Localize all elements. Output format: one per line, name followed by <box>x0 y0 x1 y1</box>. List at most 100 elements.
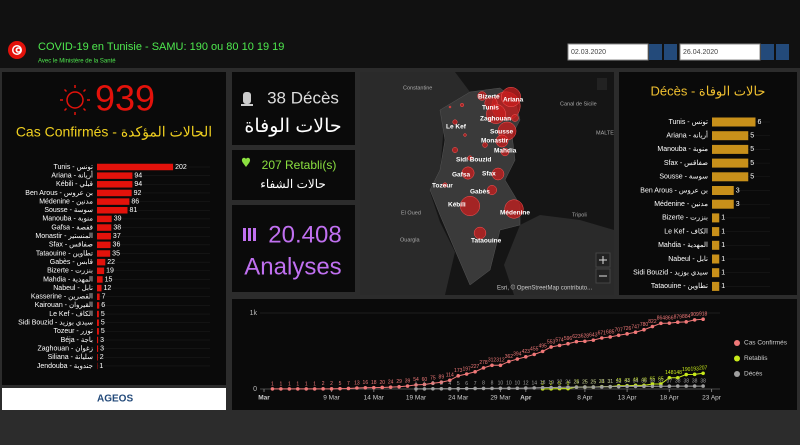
legend-marker <box>734 355 740 362</box>
series-point <box>304 387 309 391</box>
map-label: Gafsa <box>452 172 470 179</box>
series-point <box>515 357 520 361</box>
series-point <box>371 385 376 390</box>
series-point <box>447 378 452 383</box>
bar <box>97 189 132 197</box>
date-input[interactable] <box>679 43 761 61</box>
data-label: 22 <box>557 380 563 386</box>
y-tick-label: 1k <box>250 310 258 317</box>
data-label: 19 <box>548 380 554 386</box>
data-label: 28 <box>599 379 605 385</box>
data-label: 75 <box>430 376 436 382</box>
value-label: 1 <box>721 270 725 277</box>
calendar-button[interactable] <box>649 44 662 60</box>
category-label: Médenine - مدنين <box>654 201 708 208</box>
series-point <box>625 384 629 389</box>
data-label: 34 <box>633 379 639 385</box>
value-label: 38 <box>113 224 121 231</box>
data-label: 48 <box>641 378 647 384</box>
category-label: Gabès - قابس <box>50 258 93 266</box>
data-label: 13 <box>354 380 360 386</box>
series-point <box>532 352 537 357</box>
series-point <box>481 386 486 391</box>
map-label: Monastir <box>481 138 509 145</box>
value-label: 5 <box>750 174 754 181</box>
series-point <box>599 336 604 340</box>
series-point <box>515 386 520 391</box>
data-label: 1 <box>313 381 316 387</box>
category-label: Tataouine - تطاوين <box>36 249 93 257</box>
category-label: Siliana - سليانة <box>48 353 93 361</box>
map-label: Sousse <box>490 129 514 136</box>
data-label: 190 <box>682 367 691 373</box>
data-label: 909 <box>690 312 699 318</box>
calendar-button[interactable] <box>761 44 774 60</box>
category-label: Sidi Bouzid - سيدي بوزيد <box>18 320 93 327</box>
map-bubble <box>467 155 473 161</box>
data-label: 1 <box>305 381 308 387</box>
bar <box>712 281 720 291</box>
series-point <box>633 330 638 335</box>
legend-label: Décès <box>744 371 763 378</box>
map-bubble <box>448 105 452 109</box>
series-point <box>490 386 494 391</box>
series-point <box>557 343 562 348</box>
bar <box>97 336 99 344</box>
data-label: 65 <box>658 376 664 382</box>
series-point <box>625 332 629 336</box>
data-label: 918 <box>699 312 708 318</box>
map-bubble <box>488 118 492 122</box>
legend-marker <box>734 340 740 346</box>
data-label: 278 <box>479 360 488 366</box>
legend-marker <box>734 371 740 377</box>
bar <box>712 117 756 127</box>
data-label: 25 <box>591 379 597 385</box>
data-label: 2 <box>330 381 333 387</box>
data-label: 362 <box>505 354 514 360</box>
map-bubble <box>461 166 475 180</box>
bar <box>712 254 720 264</box>
series-point <box>431 386 435 391</box>
series-point <box>431 381 435 386</box>
tests-label: Analyses <box>244 253 341 280</box>
map-bubble <box>491 167 505 181</box>
data-label: 553 <box>547 339 556 345</box>
series-point <box>279 387 283 391</box>
data-label: 43 <box>624 378 630 384</box>
data-label: 14 <box>531 380 537 386</box>
series-point <box>456 386 461 391</box>
map-bubble <box>487 185 497 195</box>
category-label: Nabeul - نابل <box>668 255 708 263</box>
data-label: 4 <box>448 381 451 387</box>
chart-title: Décès - حالات الوفاة <box>651 83 766 99</box>
bar <box>97 284 102 292</box>
series-point <box>675 384 680 388</box>
date-input[interactable] <box>567 43 649 61</box>
series-point <box>549 385 553 390</box>
category-label: Monastir - المنستير <box>35 232 93 240</box>
category-label: Manouba - منوبة <box>657 146 708 153</box>
series-point <box>321 387 325 391</box>
data-label: 38 <box>692 378 698 384</box>
series-point <box>405 384 410 388</box>
bookmark-button[interactable] <box>597 78 607 90</box>
map-bubble <box>473 226 487 240</box>
logo: AGEOS <box>97 394 133 405</box>
series-point <box>422 382 427 387</box>
data-label: 31 <box>599 379 605 385</box>
data-label: 628 <box>581 334 590 340</box>
series-point <box>422 387 427 391</box>
panel <box>232 72 355 145</box>
data-label: 643 <box>589 332 598 338</box>
panel <box>232 205 355 292</box>
map-label: El Oued <box>401 210 421 216</box>
map-label: Tripoli <box>572 212 587 218</box>
data-label: 24 <box>574 380 580 386</box>
time-button[interactable] <box>776 44 789 60</box>
x-tick-label: 19 Mar <box>406 395 427 402</box>
panel <box>2 72 226 385</box>
series-point <box>701 317 705 322</box>
series-point <box>363 385 368 390</box>
time-button[interactable] <box>664 44 677 60</box>
